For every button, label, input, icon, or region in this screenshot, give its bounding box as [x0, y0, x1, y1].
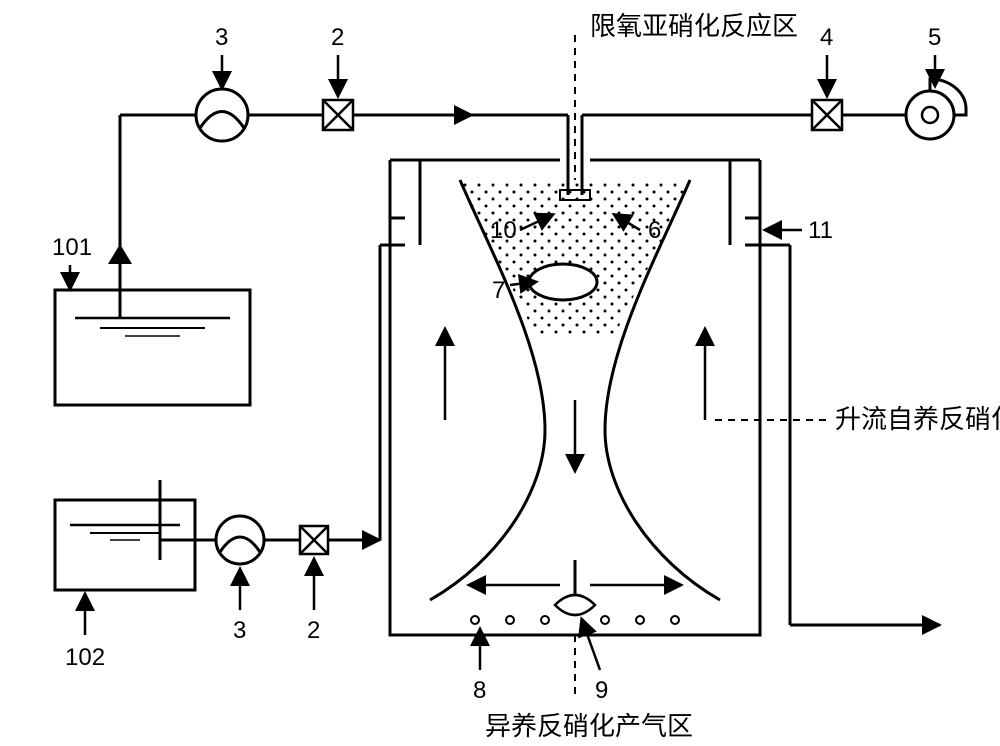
tank-102	[55, 480, 195, 590]
label-102: 102	[65, 644, 105, 671]
tank-101	[55, 244, 250, 405]
label-3b: 3	[233, 617, 246, 644]
label-10: 10	[490, 217, 517, 244]
label-6: 6	[648, 217, 661, 244]
label-2a: 2	[331, 24, 344, 51]
label-5: 5	[928, 24, 941, 51]
outlet-piping	[760, 245, 940, 625]
valve-top	[323, 100, 353, 130]
label-9: 9	[595, 677, 608, 704]
label-8: 8	[473, 677, 486, 704]
blower	[906, 79, 966, 139]
label-2b: 2	[307, 617, 320, 644]
label-7: 7	[492, 277, 505, 304]
label-3a: 3	[215, 24, 228, 51]
pump-bottom	[216, 516, 264, 564]
label-11: 11	[808, 217, 833, 244]
pump-top	[196, 89, 248, 141]
valve-bottom	[300, 526, 328, 554]
process-diagram: 3 2 4 5 101 102 3 2 10 6 7 11 8 9 限氧亚硝化反…	[0, 0, 1000, 746]
valve-right	[812, 100, 842, 130]
label-101: 101	[52, 234, 92, 261]
reactor	[390, 35, 830, 700]
impeller	[555, 595, 595, 615]
component-7	[529, 264, 597, 300]
label-4: 4	[820, 24, 833, 51]
label-right-cn: 升流自养反硝化区	[835, 404, 1000, 434]
sparger	[471, 616, 679, 624]
label-top-cn: 限氧亚硝化反应区	[590, 11, 798, 41]
label-bottom-cn: 异养反硝化产气区	[485, 711, 693, 741]
